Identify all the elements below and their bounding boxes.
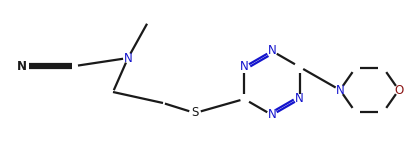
Text: N: N bbox=[295, 93, 304, 105]
Text: N: N bbox=[240, 60, 249, 73]
Text: S: S bbox=[191, 107, 199, 119]
Text: N: N bbox=[268, 45, 276, 58]
Text: N: N bbox=[124, 52, 132, 65]
Text: N: N bbox=[17, 59, 27, 73]
Text: N: N bbox=[268, 108, 276, 121]
Text: N: N bbox=[336, 83, 344, 97]
Text: O: O bbox=[394, 83, 403, 97]
